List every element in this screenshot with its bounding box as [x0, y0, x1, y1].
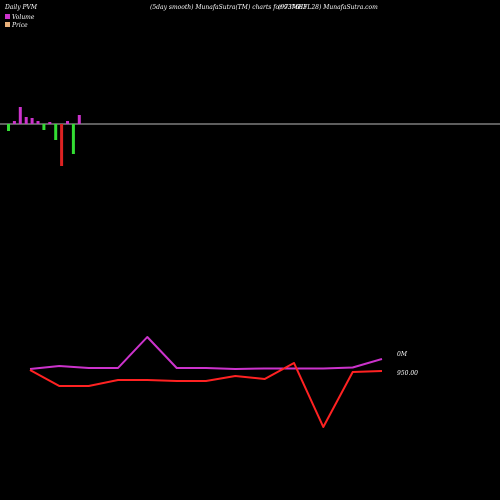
volume-bar [30, 118, 34, 124]
legend-price-swatch [5, 22, 10, 27]
chart-title-left: Daily PVM [4, 4, 38, 11]
line-label-bottom: 950.00 [397, 370, 418, 377]
volume-bar [18, 107, 22, 124]
line-label-top: 0M [397, 351, 408, 358]
chart-title-middle: (5day smooth) MunafaSutra(TM) charts for… [150, 4, 307, 11]
volume-bar [36, 121, 40, 124]
volume-line [29, 336, 383, 370]
volume-bar [48, 122, 52, 124]
volume-bar [66, 121, 69, 124]
volume-bar [24, 117, 28, 124]
volume-bar [42, 124, 46, 130]
volume-bar [7, 124, 10, 131]
legend-volume-label: Volume [12, 14, 35, 21]
volume-bar [77, 115, 81, 124]
pvm-lines [29, 336, 383, 428]
volume-bar [60, 124, 64, 166]
volume-bar [12, 121, 16, 124]
chart-title-right: (973MHFL28) MunafaSutra.com [278, 4, 378, 11]
volume-bar [71, 124, 75, 154]
volume-bars [0, 107, 500, 166]
legend-volume-swatch [5, 14, 10, 19]
volume-bar [54, 124, 58, 140]
price-line [29, 362, 383, 428]
legend-price-label: Price [11, 22, 28, 29]
